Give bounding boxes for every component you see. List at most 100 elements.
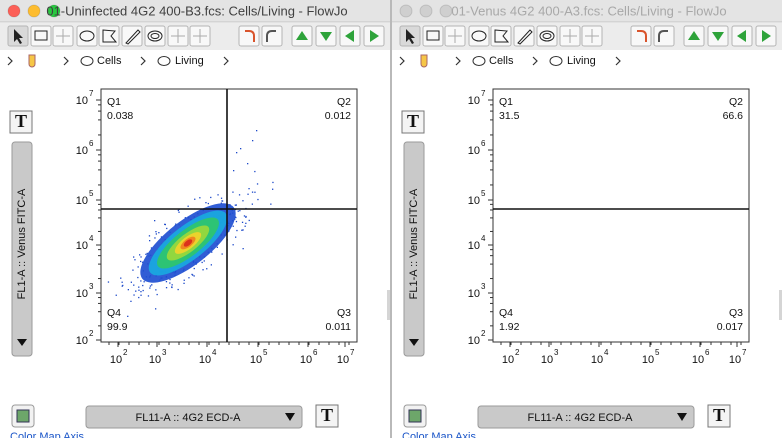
- x-tick-base: 10: [729, 354, 741, 366]
- color-map-axis-link[interactable]: Color Map Axis: [10, 431, 84, 438]
- event-dot: [171, 286, 173, 288]
- quadrant-name: Q4: [499, 307, 513, 319]
- event-dot: [202, 269, 204, 271]
- window-control[interactable]: [7, 4, 21, 18]
- quadrant-value: 0.017: [717, 321, 743, 333]
- event-dot: [187, 205, 189, 207]
- dropdown-arrow: [17, 339, 27, 346]
- event-dot: [216, 246, 218, 248]
- event-dot: [138, 296, 140, 299]
- breadcrumb-item[interactable]: Living: [175, 55, 204, 67]
- y-tick-exponent: 5: [89, 189, 94, 198]
- tube-icon: [420, 54, 428, 68]
- y-axis-selector[interactable]: [11, 141, 33, 357]
- density-contour: [183, 239, 193, 247]
- quadrant-name: Q1: [499, 96, 513, 108]
- format-button[interactable]: [401, 110, 425, 134]
- breadcrumb-chevron: [223, 56, 229, 66]
- event-dot: [248, 219, 250, 222]
- event-dot: [206, 268, 208, 270]
- event-dot: [254, 170, 256, 173]
- window-control[interactable]: [27, 4, 41, 18]
- event-dot: [155, 233, 157, 235]
- y-tick-base: 10: [468, 335, 480, 347]
- undo-redo-button[interactable]: [261, 25, 283, 47]
- quadrant-name: Q4: [107, 307, 121, 319]
- event-dot: [237, 210, 239, 212]
- format-button[interactable]: [9, 110, 33, 134]
- x-axis-selector[interactable]: [85, 405, 303, 429]
- event-dot: [232, 244, 234, 246]
- window-control[interactable]: [419, 4, 433, 18]
- tool-button[interactable]: [98, 25, 120, 47]
- event-dot: [236, 229, 238, 232]
- event-dot: [158, 232, 160, 234]
- event-dot: [248, 188, 250, 190]
- format-button[interactable]: [707, 404, 731, 428]
- window-control[interactable]: [399, 4, 413, 18]
- event-dot: [143, 281, 145, 283]
- undo-redo-button[interactable]: [238, 25, 260, 47]
- density-plot: [107, 130, 274, 317]
- color-map-axis-link[interactable]: Color Map Axis: [402, 431, 476, 438]
- event-dot: [220, 197, 223, 199]
- event-dot: [221, 200, 223, 202]
- tool-button[interactable]: [468, 25, 490, 47]
- x-axis-selector[interactable]: [477, 405, 695, 429]
- tool-icon: [150, 33, 160, 39]
- tool-button[interactable]: [490, 25, 512, 47]
- x-tick-base: 10: [337, 354, 349, 366]
- x-tick-exponent: 4: [604, 348, 609, 357]
- tool-icon: [448, 29, 462, 43]
- tool-button[interactable]: [536, 25, 558, 47]
- window-control[interactable]: [47, 4, 61, 18]
- breadcrumb-chevron: [399, 56, 405, 66]
- x-tick-exponent: 5: [263, 348, 268, 357]
- quadrant-value: 66.6: [723, 110, 744, 122]
- tool-button[interactable]: [422, 25, 444, 47]
- breadcrumb-item[interactable]: Cells: [97, 55, 122, 67]
- undo-redo-button[interactable]: [630, 25, 652, 47]
- window-control[interactable]: [439, 4, 453, 18]
- event-dot: [191, 273, 193, 276]
- tool-button[interactable]: [30, 25, 52, 47]
- quadrant-value: 0.038: [107, 110, 133, 122]
- event-dot: [242, 229, 244, 231]
- y-tick-exponent: 3: [89, 282, 94, 291]
- y-tick-exponent: 6: [481, 139, 486, 148]
- quadrant-name: Q3: [729, 307, 743, 319]
- window-edge: [387, 290, 390, 320]
- y-axis-selector[interactable]: [403, 141, 425, 357]
- tool-icon: [539, 30, 555, 42]
- undo-redo-button[interactable]: [653, 25, 675, 47]
- event-dot: [135, 290, 137, 292]
- quadrant-value: 1.92: [499, 321, 520, 333]
- y-tick-exponent: 4: [481, 234, 486, 243]
- x-tick-exponent: 2: [515, 348, 520, 357]
- event-dot: [240, 148, 242, 150]
- tool-button[interactable]: [144, 25, 166, 47]
- title-bar: [392, 0, 782, 22]
- y-tick-base: 10: [76, 335, 88, 347]
- event-dot: [142, 289, 144, 292]
- x-tick-base: 10: [541, 354, 553, 366]
- y-tick-base: 10: [76, 288, 88, 300]
- breadcrumb-item[interactable]: Cells: [489, 55, 514, 67]
- breadcrumb-item[interactable]: Living: [567, 55, 596, 67]
- tool-icon: [585, 29, 599, 43]
- event-dot: [241, 221, 244, 223]
- breadcrumb-bar: [0, 50, 390, 72]
- tool-icon: [34, 30, 48, 41]
- tool-button[interactable]: [76, 25, 98, 47]
- dropdown-arrow: [677, 413, 687, 421]
- event-dot: [154, 237, 156, 239]
- format-button[interactable]: [315, 404, 339, 428]
- event-dot: [207, 202, 209, 205]
- x-tick-exponent: 7: [350, 348, 355, 357]
- x-tick-base: 10: [502, 354, 514, 366]
- nav-icon: [296, 31, 308, 40]
- event-dot: [151, 284, 153, 286]
- x-tick-base: 10: [591, 354, 603, 366]
- event-dot: [245, 215, 247, 218]
- breadcrumb-chevron: [7, 56, 13, 66]
